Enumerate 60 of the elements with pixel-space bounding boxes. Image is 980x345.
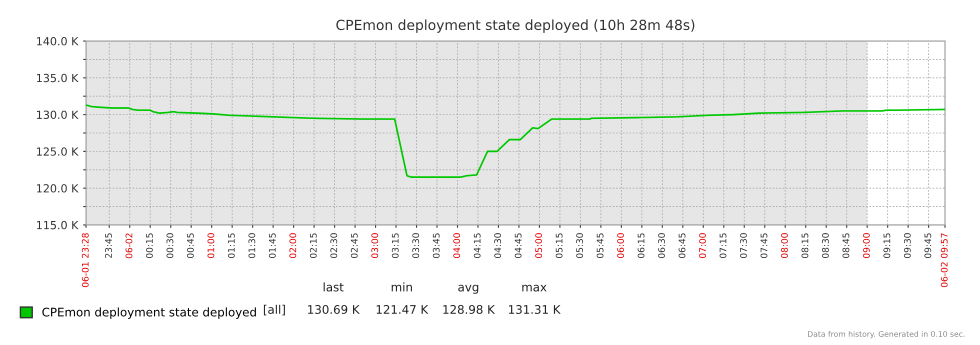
x-tick-label: 04:15 — [474, 233, 481, 258]
x-tick-label: 03:15 — [392, 233, 399, 258]
y-tick-label: 130.0 K — [37, 110, 79, 119]
x-tick-label: 03:00 — [371, 233, 378, 258]
x-tick-label: 00:45 — [186, 233, 194, 258]
x-tick-label: 04:00 — [453, 233, 460, 258]
y-tick-label: 125.0 K — [37, 147, 79, 156]
text: min — [392, 282, 412, 292]
x-tick-label: 06-01 23:28 — [82, 233, 89, 288]
x-tick-label: 23:45 — [105, 233, 112, 258]
x-tick-label: 09:45 — [924, 233, 932, 258]
x-tick-label: 09:15 — [883, 233, 890, 258]
x-tick-label: 08:30 — [822, 233, 829, 258]
x-tick-label: 08:15 — [802, 233, 808, 258]
y-tick-label: 120.0 K — [37, 184, 79, 193]
x-tick-label: 05:45 — [596, 233, 604, 258]
text: 121.47 K — [376, 304, 428, 314]
x-tick-label: 03:30 — [412, 233, 420, 258]
chart-title: CPEmon deployment state deployed (10h 28m 48s) — [336, 19, 694, 33]
x-tick-label: 04:30 — [494, 233, 502, 258]
x-tick-label: 06:30 — [658, 233, 665, 258]
x-tick-label: 02:45 — [350, 233, 358, 258]
x-tick-label: 07:00 — [699, 233, 706, 258]
text: 130.69 K — [308, 304, 360, 314]
x-tick-label: 07:30 — [740, 233, 747, 258]
x-tick-label: 05:30 — [576, 233, 584, 258]
x-tick-label: 01:00 — [207, 233, 214, 258]
text: last — [324, 282, 344, 292]
x-tick-label: 08:00 — [781, 233, 788, 258]
x-tick-label: 07:45 — [760, 233, 768, 258]
x-tick-label: 09:30 — [904, 233, 911, 258]
x-tick-label: 06:00 — [617, 233, 624, 258]
text: avg — [458, 284, 478, 294]
x-tick-label: 01:15 — [228, 233, 235, 258]
y-tick-label: 115.0 K — [37, 220, 79, 230]
text: max — [522, 284, 547, 292]
x-tick-label: 01:30 — [248, 233, 256, 258]
x-tick-label: 01:45 — [268, 233, 276, 258]
text: 131.31 K — [508, 304, 561, 314]
x-tick-label: 06-02 — [126, 233, 132, 258]
x-tick-label: 08:45 — [842, 233, 850, 258]
x-tick-label: 02:30 — [330, 233, 338, 258]
x-tick-label: 04:45 — [514, 233, 522, 258]
x-tick-label: 02:00 — [289, 233, 296, 258]
x-tick-label: 06:15 — [638, 233, 644, 258]
y-tick-label: 135.0 K — [37, 74, 79, 82]
x-tick-label: 05:00 — [535, 233, 542, 258]
x-tick-label: 02:15 — [310, 233, 317, 258]
x-tick-label: 05:15 — [556, 233, 563, 258]
x-tick-label: 06-02 09:57 — [940, 233, 948, 288]
y-tick-label: 140.0 K — [37, 37, 79, 46]
legend-label: CPEmon deployment state deployed — [42, 307, 256, 319]
text: [all] — [264, 304, 285, 316]
x-tick-label: 07:15 — [720, 233, 726, 258]
x-tick-label: 03:45 — [432, 233, 440, 258]
x-tick-label: 00:30 — [166, 233, 174, 258]
x-tick-label: 06:45 — [678, 233, 686, 258]
x-tick-label: 00:15 — [146, 233, 153, 258]
x-tick-label: 09:00 — [862, 233, 870, 258]
text: 128.98 K — [443, 304, 496, 314]
